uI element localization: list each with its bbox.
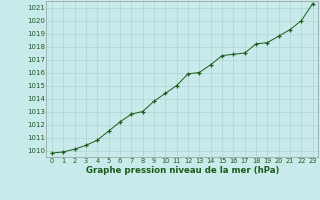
X-axis label: Graphe pression niveau de la mer (hPa): Graphe pression niveau de la mer (hPa) [86, 166, 279, 175]
